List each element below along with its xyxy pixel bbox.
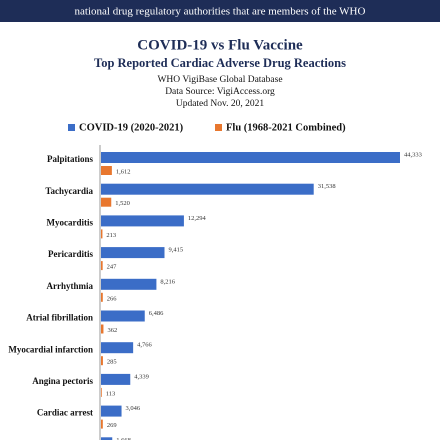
bar: [101, 292, 103, 302]
bar: [101, 166, 112, 175]
value-label: 247: [107, 264, 118, 271]
bar: [101, 387, 102, 397]
bar: [101, 419, 103, 429]
banner-text: national drug regulatory authorities tha…: [75, 6, 366, 18]
bar: [101, 183, 314, 195]
bar: [101, 405, 122, 417]
category-label: Palpitations: [47, 154, 94, 164]
note: Updated Nov. 20, 2021: [176, 99, 265, 109]
note: Data Source: VigiAccess.org: [165, 87, 275, 97]
banner: [0, 0, 440, 22]
value-label: 6,486: [149, 310, 164, 317]
category-label: Atrial fibrillation: [26, 313, 93, 323]
value-label: 285: [107, 359, 117, 366]
value-label: 1,520: [115, 200, 130, 207]
value-label: 1,668: [116, 437, 131, 440]
value-label: 9,415: [168, 247, 183, 254]
legend-swatch: [68, 124, 75, 131]
bar: [101, 215, 184, 227]
bar: [101, 437, 113, 440]
bar: [101, 229, 103, 239]
category-label: Arrhythmia: [47, 281, 94, 291]
value-label: 31,538: [318, 183, 336, 190]
category-label: Myocarditis: [47, 217, 94, 227]
value-label: 4,766: [137, 342, 152, 349]
value-label: 44,333: [404, 151, 422, 158]
chart-subtitle: Top Reported Cardiac Adverse Drug Reacti…: [94, 56, 346, 70]
value-label: 362: [107, 327, 117, 334]
legend-swatch: [215, 124, 222, 131]
value-label: 113: [106, 390, 116, 397]
value-label: 1,612: [116, 168, 131, 175]
bar: [101, 197, 112, 207]
bar: [101, 356, 103, 366]
value-label: 12,294: [188, 215, 207, 222]
category-label: Cardiac arrest: [37, 408, 93, 418]
value-label: 269: [107, 422, 117, 429]
legend-label: COVID-19 (2020-2021): [79, 122, 184, 133]
value-label: 3,046: [126, 405, 141, 412]
legend-label: Flu (1968-2021 Combined): [226, 122, 346, 133]
note: WHO VigiBase Global Database: [157, 75, 282, 85]
bar: [101, 261, 103, 271]
bar: [101, 342, 134, 354]
bar: [101, 247, 165, 259]
value-label: 266: [107, 295, 118, 302]
bar: [101, 278, 157, 290]
value-label: 4,339: [134, 373, 149, 380]
bar: [101, 324, 104, 334]
category-label: Pericarditis: [48, 249, 93, 259]
bar: [101, 310, 145, 322]
category-label: Angina pectoris: [32, 376, 93, 386]
category-label: Tachycardia: [45, 186, 93, 196]
chart-title: COVID-19 vs Flu Vaccine: [137, 37, 303, 53]
value-label: 8,216: [160, 278, 175, 285]
bar: [101, 373, 131, 385]
category-label: Myocardial infarction: [8, 344, 93, 354]
bar: [101, 152, 400, 163]
value-label: 213: [106, 232, 116, 239]
